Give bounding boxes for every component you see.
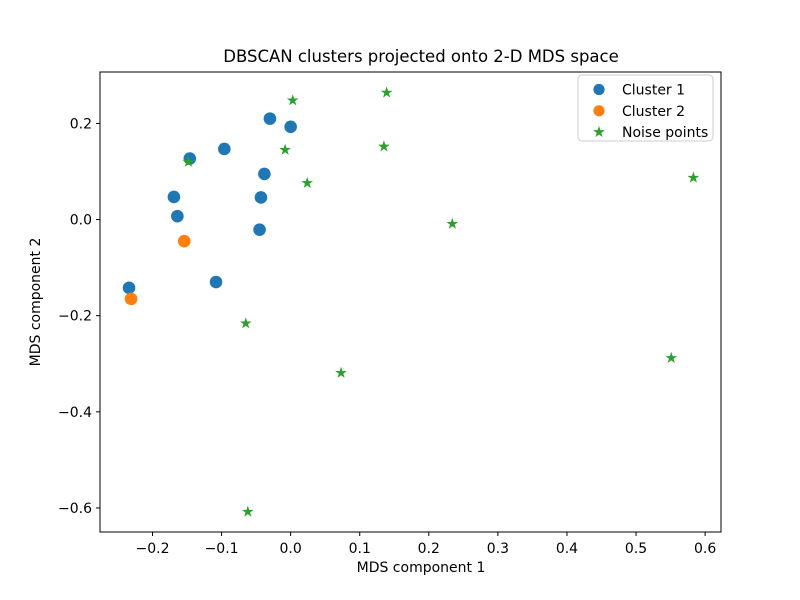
data-point-noise-points	[279, 143, 292, 155]
legend-label-cluster-2: Cluster 2	[622, 104, 685, 120]
legend-marker-cluster-1-circle-icon	[593, 83, 605, 96]
axes-frame	[99, 71, 722, 533]
x-tick-label: 0.2	[418, 541, 440, 557]
x-tick-label: −0.2	[135, 541, 169, 557]
x-tick-label: 0.6	[694, 541, 716, 557]
legend: Cluster 1 Cluster 2 Noise points	[577, 74, 714, 142]
data-point-noise-points	[378, 140, 390, 152]
x-tick-label: 0.1	[349, 541, 371, 557]
data-point-noise-points	[241, 505, 254, 517]
y-tick-label: 0.0	[70, 213, 92, 229]
data-point-cluster-1	[167, 190, 181, 204]
data-point-noise-points	[687, 171, 700, 183]
y-tick-label: −0.2	[58, 309, 92, 325]
data-point-noise-points	[380, 86, 393, 98]
x-tick-label: −0.1	[205, 541, 239, 557]
data-point-noise-points	[301, 176, 314, 189]
data-point-noise-points	[182, 155, 195, 167]
legend-marker-noise-points-star-icon	[593, 125, 605, 138]
data-point-cluster-2	[124, 292, 138, 306]
x-tick-label: 0.3	[487, 541, 509, 557]
data-point-noise-points	[665, 351, 678, 364]
data-point-cluster-1	[254, 191, 268, 204]
x-tick-label: 0.4	[556, 541, 578, 557]
y-tick-label: −0.6	[58, 501, 92, 517]
data-point-cluster-1	[253, 223, 266, 236]
legend-frame	[577, 74, 714, 142]
data-point-cluster-1	[218, 142, 231, 156]
series-cluster-1	[122, 112, 297, 295]
legend-label-cluster-1: Cluster 1	[622, 83, 685, 99]
legend-marker-cluster-2-circle-icon	[593, 105, 605, 117]
series-cluster-2	[124, 234, 191, 306]
data-point-cluster-1	[263, 112, 277, 125]
data-point-noise-points	[335, 366, 347, 378]
chart-title: DBSCAN clusters projected onto 2-D MDS s…	[223, 47, 619, 66]
data-point-noise-points	[446, 217, 459, 229]
data-point-cluster-1	[258, 167, 271, 181]
data-point-cluster-1	[171, 209, 184, 223]
x-axis-label: MDS component 1	[356, 560, 486, 576]
series-noise-points	[182, 86, 700, 517]
data-point-cluster-1	[122, 281, 136, 295]
y-tick-label: 0.2	[70, 116, 92, 132]
data-point-cluster-1	[209, 275, 223, 289]
x-tick-label: 0.0	[280, 541, 302, 557]
data-point-cluster-2	[177, 234, 191, 248]
y-tick-label: −0.4	[58, 405, 92, 421]
data-point-cluster-1	[284, 120, 297, 134]
x-tick-label: 0.5	[625, 541, 647, 557]
legend-label-noise-points: Noise points	[622, 125, 708, 141]
data-point-noise-points	[239, 317, 252, 329]
data-point-noise-points	[286, 94, 299, 106]
